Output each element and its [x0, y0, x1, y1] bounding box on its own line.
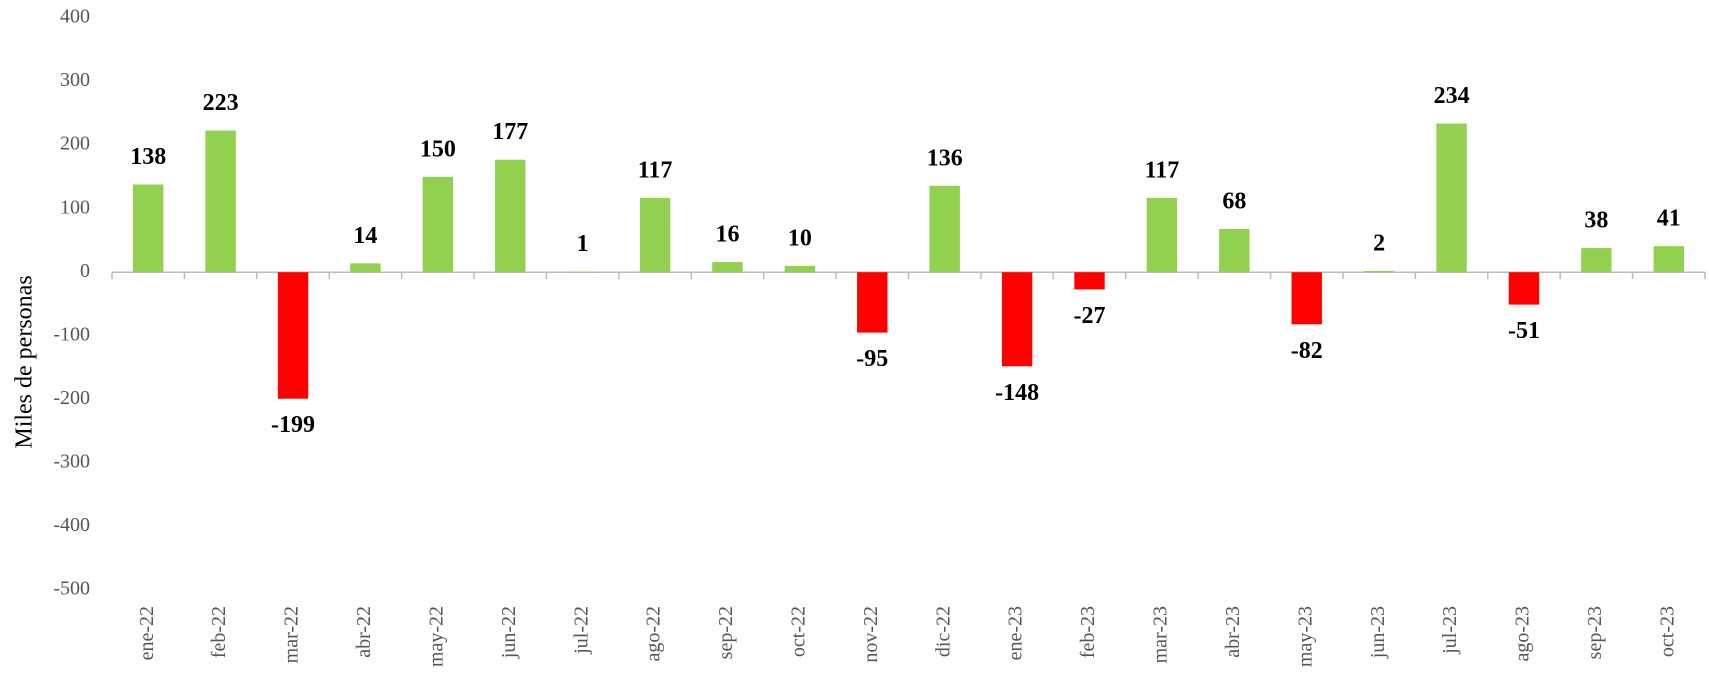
bar: [1146, 197, 1178, 273]
bar: [929, 185, 960, 273]
x-tick-label: oct-23: [1656, 606, 1678, 657]
value-label: 177: [492, 119, 528, 145]
value-label: 234: [1434, 83, 1470, 109]
value-label: 68: [1222, 189, 1246, 215]
bar: [1074, 272, 1105, 290]
bar: [495, 159, 526, 273]
y-tick-label: -500: [53, 578, 90, 600]
y-tick-label: -300: [53, 450, 90, 472]
x-tick-label: abr-23: [1222, 606, 1244, 658]
y-tick-label: 0: [80, 260, 90, 282]
value-label: -148: [995, 380, 1039, 406]
x-tick-label: oct-22: [787, 606, 809, 657]
bar: [1219, 229, 1250, 273]
y-tick-label: -100: [53, 323, 90, 345]
x-tick-label: feb-22: [208, 606, 230, 658]
x-tick-label: abr-22: [353, 606, 375, 658]
x-tick-label: may-22: [425, 606, 447, 667]
x-tick-label: ene-23: [1005, 606, 1027, 660]
bar: [1363, 270, 1395, 273]
y-tick-label: 300: [60, 69, 90, 91]
bar: [350, 263, 381, 273]
bar: [1581, 248, 1612, 273]
x-tick-label: jul-22: [570, 606, 592, 655]
y-tick-label: 200: [60, 133, 90, 155]
x-tick-label: mar-23: [1150, 606, 1172, 663]
bar: [1291, 272, 1322, 325]
x-tick-label: ago-23: [1512, 606, 1534, 662]
value-label: 1: [577, 231, 589, 257]
bar: [1436, 123, 1467, 273]
value-label: 10: [788, 225, 812, 251]
value-label: -82: [1291, 338, 1323, 364]
y-tick-label: 400: [60, 6, 90, 28]
x-tick-label: mar-22: [281, 606, 303, 663]
value-label: 117: [1145, 157, 1180, 183]
x-tick-label: may-23: [1294, 606, 1316, 667]
x-tick-label: jun-23: [1367, 606, 1389, 659]
x-tick-label: dic-22: [932, 606, 954, 657]
y-tick-label: -200: [53, 387, 90, 409]
value-label: -27: [1074, 303, 1106, 329]
bar: [857, 272, 888, 333]
value-label: 138: [130, 144, 166, 170]
bar: [567, 271, 598, 273]
bar: [1653, 246, 1685, 273]
bar: [1508, 272, 1540, 305]
value-label: -95: [856, 346, 888, 372]
x-tick-label: jun-22: [498, 606, 520, 659]
x-tick-label: jul-23: [1439, 606, 1461, 655]
value-label: 41: [1657, 206, 1681, 232]
bar: [205, 130, 236, 273]
x-tick-label: ago-22: [643, 606, 665, 662]
value-label: 38: [1584, 208, 1608, 234]
y-tick-label: 100: [60, 196, 90, 218]
bar: [639, 197, 671, 273]
x-tick-label: ene-22: [136, 606, 158, 660]
y-tick-label: -400: [53, 514, 90, 536]
x-tick-label: sep-23: [1584, 606, 1606, 659]
value-label: 117: [638, 157, 673, 183]
bar: [277, 272, 309, 399]
value-label: 150: [420, 136, 456, 162]
bar: [784, 265, 816, 273]
value-label: 136: [927, 145, 963, 171]
bar: [712, 262, 743, 273]
value-label: 16: [715, 222, 739, 248]
x-tick-label: sep-22: [715, 606, 737, 659]
y-axis-label: Miles de personas: [12, 275, 38, 448]
x-tick-label: nov-22: [860, 606, 882, 663]
value-label: 223: [203, 90, 239, 116]
bar: [1001, 272, 1033, 367]
value-label: -51: [1508, 318, 1540, 344]
value-label: -199: [271, 412, 315, 438]
bar: [132, 184, 164, 273]
x-tick-label: feb-23: [1077, 606, 1099, 658]
value-label: 2: [1373, 230, 1385, 256]
bar: [422, 176, 454, 273]
value-label: 14: [353, 223, 377, 249]
